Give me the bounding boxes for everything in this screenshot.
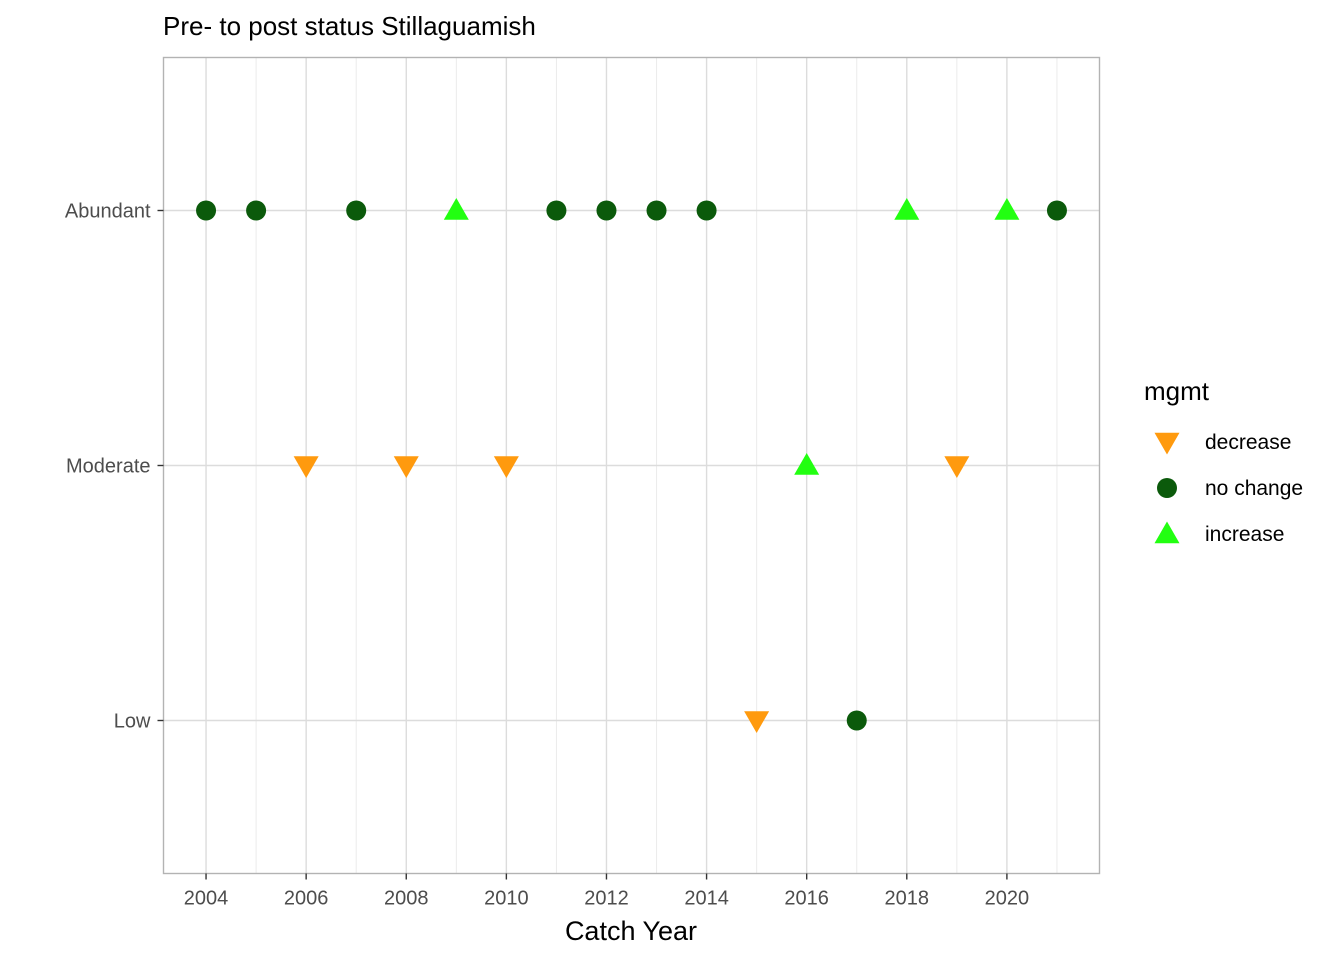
data-point <box>744 711 770 733</box>
x-tick-label: 2014 <box>684 888 729 910</box>
data-point <box>246 200 267 221</box>
legend-entry-label: increase <box>1205 523 1284 546</box>
y-axis: Low Moderate Abundant <box>65 201 164 733</box>
data-point <box>894 198 920 220</box>
legend-entries: decrease no change increase <box>1154 431 1303 546</box>
x-tick-label: 2006 <box>284 888 329 910</box>
x-axis: 2004 2006 2008 2010 2012 2014 2016 2018 2020 <box>184 873 1030 910</box>
data-point <box>794 453 820 475</box>
data-point <box>944 456 970 478</box>
x-tick-label: 2004 <box>184 888 229 910</box>
x-axis-title: Catch Year <box>565 916 697 946</box>
x-tick-label: 2012 <box>584 888 629 910</box>
data-point <box>994 198 1020 220</box>
x-tick-label: 2016 <box>784 888 829 910</box>
legend-key-circle <box>1157 478 1177 498</box>
legend-entry-label: decrease <box>1205 431 1291 454</box>
x-tick-label: 2020 <box>985 888 1030 910</box>
x-tick-label: 2008 <box>384 888 429 910</box>
chart-title: Pre- to post status Stillaguamish <box>163 11 536 41</box>
data-points <box>196 198 1067 733</box>
data-point <box>646 200 667 221</box>
legend-key-triangle-up <box>1154 521 1180 544</box>
data-point <box>196 200 217 221</box>
data-point <box>846 710 867 731</box>
y-tick-label: Moderate <box>66 456 151 478</box>
data-point <box>596 200 617 221</box>
y-tick-label: Low <box>114 711 151 733</box>
legend-entry-label: no change <box>1205 477 1303 500</box>
y-tick-label: Abundant <box>65 201 151 223</box>
data-point <box>696 200 717 221</box>
data-point <box>346 200 367 221</box>
data-point <box>493 456 519 478</box>
x-tick-label: 2010 <box>484 888 529 910</box>
legend-title: mgmt <box>1144 376 1210 406</box>
data-point <box>546 200 567 221</box>
data-point <box>393 456 419 478</box>
legend-key-triangle-down <box>1154 432 1180 455</box>
data-point <box>443 198 469 220</box>
legend: mgmt decrease no change increase <box>1144 376 1303 546</box>
x-tick-label: 2018 <box>885 888 930 910</box>
data-point <box>293 456 319 478</box>
data-point <box>1046 200 1067 221</box>
